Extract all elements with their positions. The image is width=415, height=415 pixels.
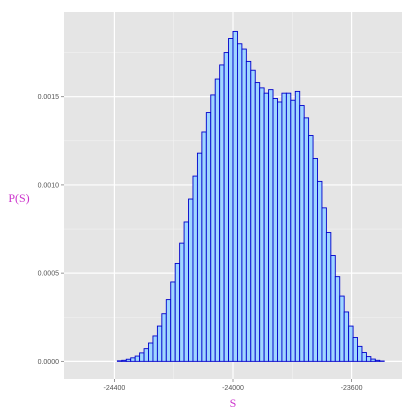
y-axis-title: P(S) <box>8 191 29 205</box>
histogram-bar <box>179 242 185 362</box>
histogram-bar <box>143 348 149 362</box>
histogram-bar <box>330 255 336 362</box>
x-tick-label: -24400 <box>104 385 126 392</box>
histogram-bar <box>339 295 345 362</box>
histogram-bar <box>148 342 154 362</box>
histogram-bar <box>201 131 207 362</box>
histogram-bar <box>308 135 314 362</box>
histogram-bar <box>236 43 243 362</box>
histogram-bar <box>250 69 256 362</box>
histogram-bar <box>130 357 136 362</box>
histogram-bar <box>334 276 341 362</box>
histogram-bar <box>277 101 283 362</box>
histogram-bar <box>121 359 127 362</box>
histogram-bar <box>152 335 158 362</box>
histogram-bar <box>281 92 287 362</box>
histogram-bar <box>352 337 358 362</box>
y-tick-label: 0.0005 <box>38 271 60 278</box>
histogram-bar <box>294 90 301 362</box>
histogram-bar <box>285 92 292 362</box>
histogram-bar <box>370 358 376 362</box>
histogram-bar <box>134 355 141 362</box>
y-axis-ticks: 0.0000 0.0005 0.0010 0.0015 <box>38 94 64 366</box>
histogram-bar <box>214 78 221 362</box>
histogram-bar <box>374 359 381 362</box>
histogram-bar <box>361 352 367 362</box>
x-tick-label: -23600 <box>341 385 363 392</box>
histogram-bar <box>272 98 278 362</box>
histogram-bar <box>192 175 198 362</box>
histogram-bar <box>317 180 323 362</box>
histogram-bar <box>241 48 247 362</box>
histogram-bar <box>348 325 354 362</box>
histogram-bar <box>174 262 181 362</box>
histogram-bar <box>268 89 274 362</box>
histogram-bar <box>116 360 123 362</box>
histogram-bar <box>303 117 310 362</box>
histogram-bar <box>210 94 216 362</box>
histogram-bar <box>228 38 234 362</box>
x-axis-title: S <box>230 396 237 410</box>
histogram-bars <box>116 30 385 362</box>
histogram-bar <box>161 313 167 362</box>
histogram-bar <box>125 358 132 362</box>
histogram-bar <box>299 105 305 362</box>
histogram-bar <box>290 99 296 362</box>
histogram-bar <box>357 345 363 362</box>
histogram-bar <box>365 356 372 362</box>
y-tick-label: 0.0015 <box>38 94 60 101</box>
histogram-bar <box>170 281 176 362</box>
histogram-bar <box>263 92 270 362</box>
y-tick-label: 0.0010 <box>38 182 60 189</box>
histogram-bar <box>139 352 145 362</box>
x-tick-label: -24000 <box>222 385 244 392</box>
histogram-bar <box>188 198 194 362</box>
histogram-bar <box>245 60 252 362</box>
histogram-bar <box>325 232 332 362</box>
histogram-bar <box>343 311 350 362</box>
histogram-bar <box>232 30 238 362</box>
y-tick-label: 0.0000 <box>38 359 60 366</box>
histogram-bar <box>205 112 212 362</box>
histogram-bar <box>219 64 225 362</box>
histogram-bar <box>156 325 163 362</box>
histogram-bar <box>321 207 327 362</box>
histogram-bar <box>312 157 318 362</box>
histogram-bar <box>196 152 203 362</box>
histogram-bar <box>259 87 265 362</box>
x-axis-ticks: -24400 -24000 -23600 <box>104 379 363 392</box>
histogram-bar <box>223 52 230 362</box>
histogram-bar <box>165 299 172 362</box>
histogram-bar <box>254 82 261 362</box>
histogram-bar <box>183 221 189 362</box>
